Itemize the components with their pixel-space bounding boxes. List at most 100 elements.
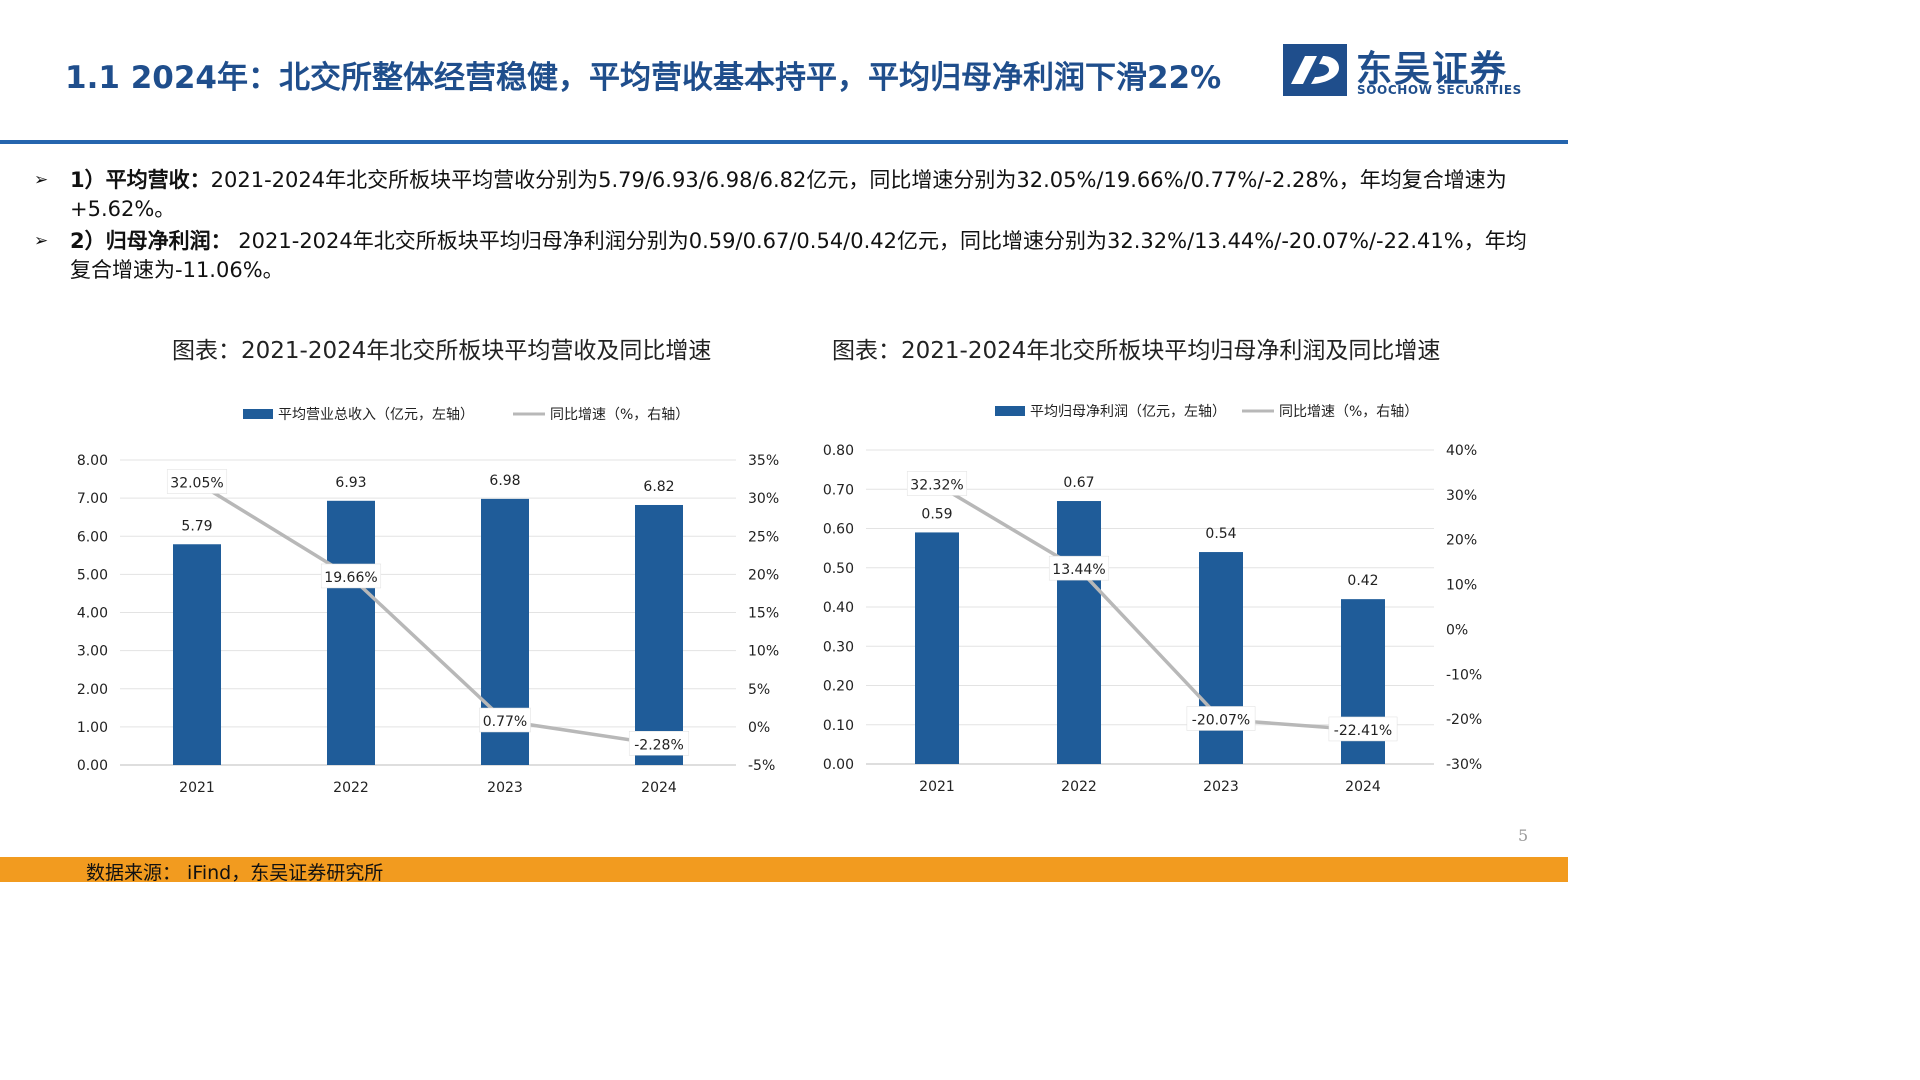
y-left-tick-label: 0.30 [823, 639, 854, 655]
line-label-box [1186, 706, 1256, 731]
y-right-tick-label: 35% [748, 453, 779, 469]
y-right-tick-label: 30% [1446, 488, 1477, 504]
legend-line-label: 同比增速（%，右轴） [550, 407, 689, 423]
left-chart-title: 图表：2021-2024年北交所板块平均营收及同比增速 [172, 338, 712, 364]
legend-line-label: 同比增速（%，右轴） [1279, 404, 1418, 420]
y-left-tick-label: 1.00 [77, 720, 108, 736]
y-right-tick-label: 0% [748, 720, 770, 736]
bullet-arrow-icon: ➢ [34, 231, 49, 251]
x-tick-label: 2023 [487, 780, 523, 796]
line-label-box [166, 469, 228, 494]
right-chart-title: 图表：2021-2024年北交所板块平均归母净利润及同比增速 [832, 338, 1441, 364]
bar-value-label: 0.59 [921, 506, 952, 522]
y-left-tick-label: 0.50 [823, 561, 854, 577]
line-value-label: -22.41% [1334, 723, 1392, 739]
growth-line [936, 482, 1364, 732]
legend-bar-swatch [995, 406, 1025, 416]
line-value-label: 19.66% [324, 570, 377, 586]
y-right-tick-label: 20% [1446, 533, 1477, 549]
y-left-tick-label: 4.00 [77, 606, 108, 622]
y-left-tick-label: 0.60 [823, 522, 854, 538]
line-label-box [628, 731, 690, 756]
y-left-tick-label: 0.70 [823, 482, 854, 498]
y-right-tick-label: 10% [748, 644, 779, 660]
y-right-tick-label: -30% [1446, 757, 1482, 773]
y-left-tick-label: 0.80 [823, 443, 854, 459]
bar [915, 532, 959, 764]
company-logo: 东吴证券 SOOCHOW SECURITIES [1283, 44, 1523, 100]
y-right-tick-label: -5% [748, 758, 775, 774]
y-left-tick-label: 0.00 [823, 757, 854, 773]
net-profit-chart: 平均归母净利润（亿元，左轴） 同比增速（%，右轴） 0.00 0.10 0.20 0.30… [823, 403, 1482, 795]
y-left-tick-label: 0.40 [823, 600, 854, 616]
bar [1057, 501, 1101, 764]
y-left-tick-label: 2.00 [77, 682, 108, 698]
bar [1199, 552, 1243, 764]
line-label-box [906, 471, 968, 496]
logo-english-name: SOOCHOW SECURITIES [1357, 83, 1522, 97]
bar [635, 504, 683, 765]
x-tick-label: 2024 [1345, 779, 1381, 795]
y-left-tick-label: 8.00 [77, 453, 108, 469]
legend-bar-label: 平均营业总收入（亿元，左轴） [278, 407, 474, 423]
x-tick-label: 2021 [919, 779, 955, 795]
bar-value-label: 6.93 [335, 475, 366, 491]
y-left-tick-label: 0.00 [77, 758, 108, 774]
line-value-label: 32.32% [910, 477, 963, 493]
bullet-arrow-icon: ➢ [34, 170, 49, 190]
bar-value-label: 0.67 [1063, 475, 1094, 491]
page-title: 1.1 2024年：北交所整体经营稳健，平均营收基本持平，平均归母净利润下滑22… [65, 60, 1222, 96]
line-label-box [1328, 716, 1398, 742]
bullet-text: 2021-2024年北交所板块平均归母净利润分别为0.59/0.67/0.54/… [70, 229, 1527, 282]
header-divider [0, 140, 1568, 144]
y-right-tick-label: 40% [1446, 443, 1477, 459]
revenue-chart: 平均营业总收入（亿元，左轴） 同比增速（%，右轴） 0.00 1.00 2.00 3.00… [77, 407, 779, 796]
bar-value-label: 5.79 [181, 518, 212, 534]
bar [327, 500, 375, 765]
bullet-net-profit: ➢ 2）归母净利润： 2021-2024年北交所板块平均归母净利润分别为0.59… [34, 227, 1534, 285]
line-value-label: 32.05% [170, 475, 223, 491]
line-value-label: -2.28% [634, 737, 684, 753]
y-right-tick-label: 30% [748, 491, 779, 507]
bar [173, 544, 221, 765]
y-left-tick-label: 6.00 [77, 529, 108, 545]
bar-value-label: 6.98 [489, 473, 520, 489]
page-number: 5 [1518, 826, 1529, 845]
y-left-tick-label: 3.00 [77, 644, 108, 660]
footer-bar [0, 857, 1568, 882]
bullet-label: 2）归母净利润： [70, 229, 232, 253]
logo-chinese-name: 东吴证券 [1356, 49, 1509, 90]
legend-bar-swatch [243, 409, 273, 419]
bullet-label: 1）平均营收： [70, 168, 211, 192]
line-value-label: 0.77% [483, 714, 527, 730]
x-tick-label: 2022 [1061, 779, 1097, 795]
y-right-tick-label: 5% [748, 682, 770, 698]
y-right-tick-label: -10% [1446, 667, 1482, 683]
legend-bar-label: 平均归母净利润（亿元，左轴） [1030, 403, 1226, 420]
y-right-tick-label: -20% [1446, 712, 1482, 728]
y-left-tick-label: 0.20 [823, 679, 854, 695]
x-tick-label: 2022 [333, 780, 369, 796]
y-right-tick-label: 10% [1446, 578, 1477, 594]
y-right-tick-label: 0% [1446, 622, 1468, 638]
bar-value-label: 0.54 [1205, 526, 1236, 542]
y-right-tick-label: 25% [748, 529, 779, 545]
bar-value-label: 0.42 [1347, 573, 1378, 589]
line-value-label: -20.07% [1192, 712, 1250, 728]
data-source: 数据来源： iFind，东吴证券研究所 [86, 862, 384, 884]
line-label-box [320, 563, 382, 589]
summary-bullets: ➢ 1）平均营收：2021-2024年北交所板块平均营收分别为5.79/6.93… [34, 166, 1534, 288]
growth-line [196, 481, 660, 746]
bullet-text: 2021-2024年北交所板块平均营收分别为5.79/6.93/6.98/6.8… [70, 168, 1507, 221]
line-label-box [479, 707, 531, 733]
logo-mark-icon [1283, 44, 1347, 96]
bullet-revenue: ➢ 1）平均营收：2021-2024年北交所板块平均营收分别为5.79/6.93… [34, 166, 1534, 224]
bar-value-label: 6.82 [643, 479, 674, 495]
x-tick-label: 2023 [1203, 779, 1239, 795]
y-left-tick-label: 7.00 [77, 491, 108, 507]
y-left-tick-label: 5.00 [77, 567, 108, 583]
x-tick-label: 2021 [179, 780, 215, 796]
line-label-box [1048, 555, 1110, 581]
y-left-tick-label: 0.10 [823, 718, 854, 734]
line-value-label: 13.44% [1052, 562, 1105, 578]
